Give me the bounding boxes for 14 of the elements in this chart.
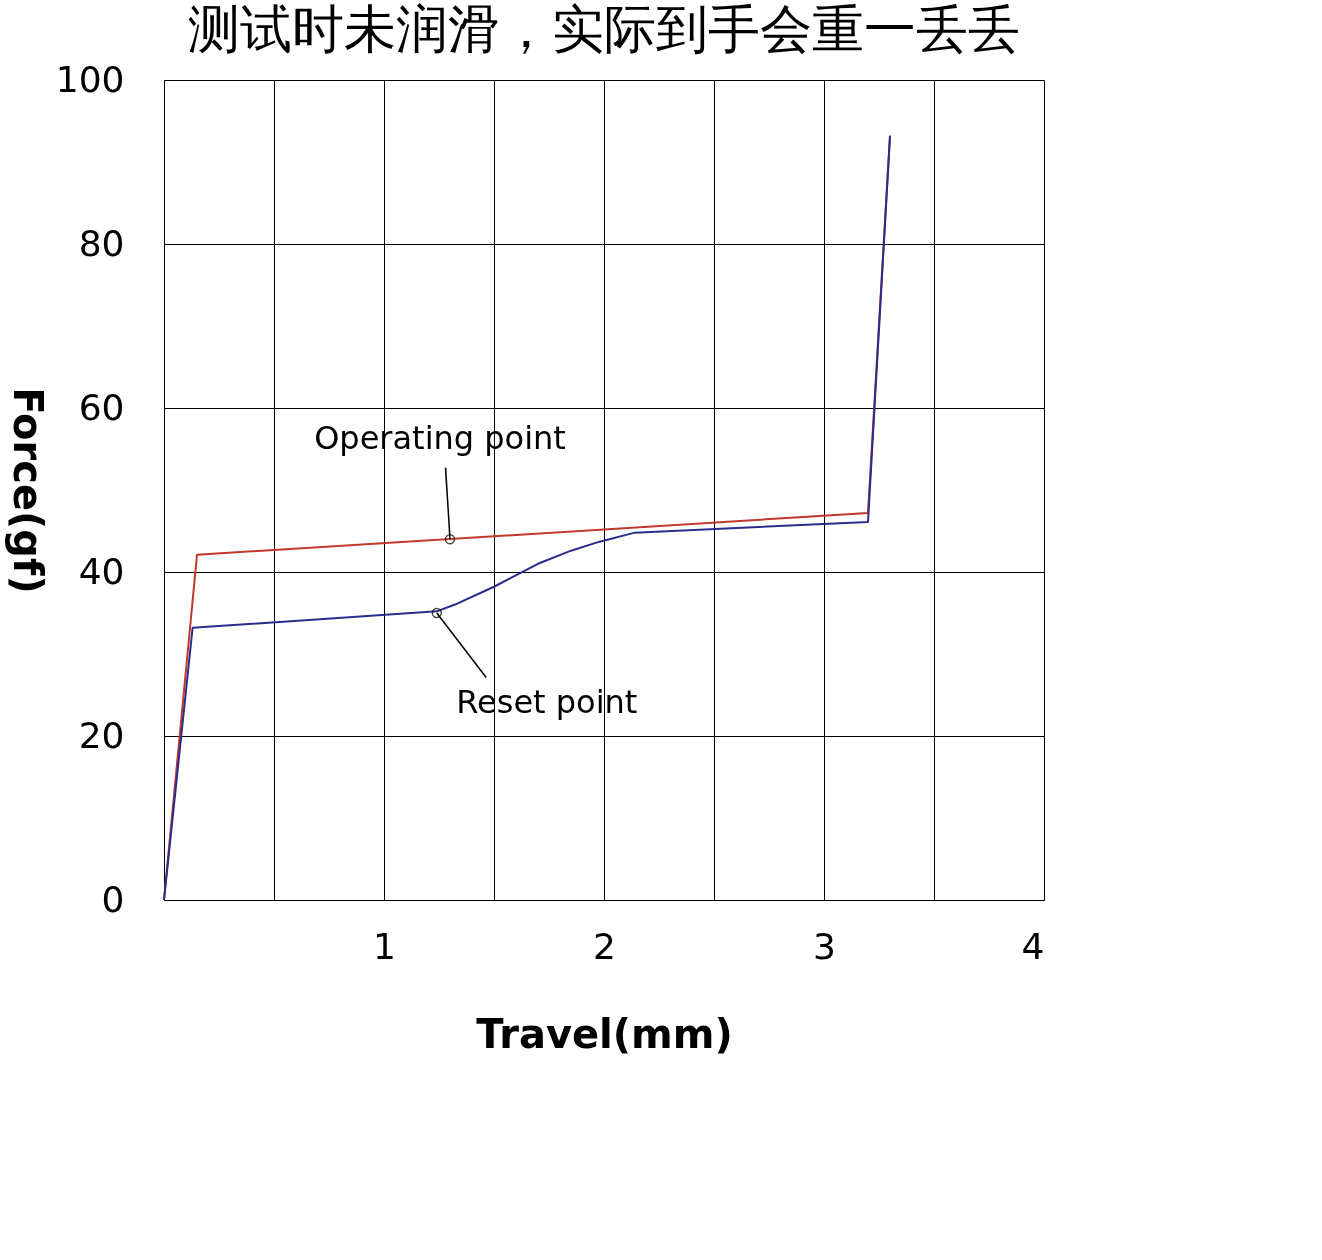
y-tick-label: 0 [101, 878, 125, 920]
y-tick-label: 60 [78, 386, 125, 428]
y-tick-label: 80 [78, 222, 125, 264]
y-tick-label: 100 [55, 58, 125, 100]
x-tick-label: 4 [1021, 925, 1045, 967]
y-tick-label: 40 [78, 550, 125, 592]
line-series [163, 134, 891, 901]
chart-title: 测试时未润滑，实际到手会重一丢丢 [188, 0, 1020, 59]
y-axis-title: Force(gf) [4, 387, 51, 594]
x-axis-title: Travel(mm) [476, 1010, 733, 1057]
y-tick-label: 20 [78, 714, 125, 756]
x-tick-label: 1 [373, 925, 396, 967]
x-tick-label: 2 [593, 925, 616, 967]
x-tick-label: 3 [813, 925, 836, 967]
